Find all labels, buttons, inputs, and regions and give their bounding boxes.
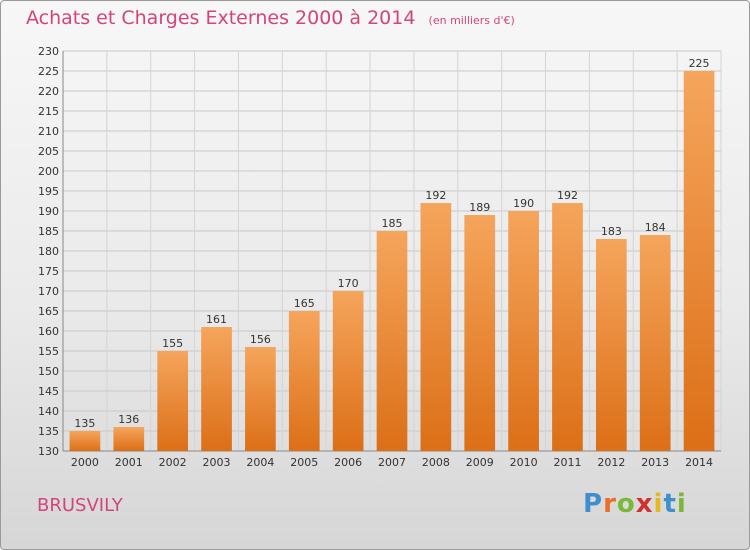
town-name: BRUSVILY [37,495,123,516]
data-label: 184 [645,221,666,234]
logo-letter: t [663,489,677,519]
data-label: 190 [513,197,534,210]
logo-letter: o [616,489,636,519]
logo-letter: P [583,489,604,519]
x-tick-label: 2013 [641,456,669,469]
data-label: 165 [294,297,315,310]
chart-title-block: Achats et Charges Externes 2000 à 2014 (… [26,7,515,29]
data-label: 189 [469,201,490,214]
x-tick-label: 2007 [378,456,406,469]
x-tick-label: 2004 [246,456,274,469]
y-tick-label: 155 [38,345,59,358]
bar-2011 [552,203,583,451]
y-tick-label: 170 [38,285,59,298]
label-layer: 130 135 140 145 150 155 160 165 170 175 180 185 190 1… [38,45,713,469]
bar-2014 [683,71,715,451]
bar-2008 [420,203,452,451]
logo-letter: x [635,489,654,519]
y-tick-label: 180 [38,245,59,258]
y-tick-label: 230 [38,45,59,58]
x-tick-label: 2010 [510,456,538,469]
x-tick-label: 2014 [685,456,713,469]
bar-2006 [332,291,364,451]
bar-2001 [113,427,145,451]
data-label: 161 [206,313,227,326]
y-tick-label: 150 [38,365,59,378]
logo-letter: i [653,489,664,519]
y-tick-label: 145 [38,385,59,398]
bar-2009 [464,215,496,451]
data-label: 185 [382,217,403,230]
data-label: 225 [689,57,710,70]
y-tick-label: 220 [38,85,59,98]
data-label: 183 [601,225,622,238]
x-tick-label: 2012 [597,456,625,469]
y-tick-label: 135 [38,425,59,438]
y-tick-label: 195 [38,185,59,198]
y-tick-label: 140 [38,405,59,418]
y-tick-label: 190 [38,205,59,218]
data-label: 155 [162,337,183,350]
data-label: 170 [338,277,359,290]
logo-letter: r [603,489,617,519]
y-tick-label: 165 [38,305,59,318]
data-label: 192 [557,189,578,202]
bar-2010 [508,211,539,451]
x-tick-label: 2011 [553,456,581,469]
x-tick-label: 2002 [159,456,187,469]
data-label: 136 [118,413,139,426]
y-tick-label: 225 [38,65,59,78]
bar-2003 [201,327,232,451]
y-tick-label: 175 [38,265,59,278]
data-label: 156 [250,333,271,346]
bar-2002 [157,351,189,451]
y-tick-label: 205 [38,145,59,158]
bar-layer [69,71,715,451]
chart-subtitle: (en milliers d'€) [428,14,515,27]
logo-letter: i [676,489,687,519]
y-tick-label: 185 [38,225,59,238]
bar-2007 [376,231,408,451]
x-tick-label: 2005 [290,456,318,469]
proxiti-logo: Proxiti [583,489,687,519]
x-tick-label: 2003 [203,456,231,469]
bar-2013 [639,235,671,451]
x-tick-label: 2009 [466,456,494,469]
y-tick-label: 210 [38,125,59,138]
bar-2005 [288,311,320,451]
y-tick-label: 160 [38,325,59,338]
bar-2000 [69,431,101,451]
y-tick-label: 215 [38,105,59,118]
y-tick-label: 130 [38,445,59,458]
data-label: 135 [74,417,95,430]
x-tick-label: 2001 [115,456,143,469]
x-tick-label: 2000 [71,456,99,469]
chart-title: Achats et Charges Externes 2000 à 2014 [26,7,416,29]
bar-2004 [245,347,276,451]
data-label: 192 [425,189,446,202]
y-tick-label: 200 [38,165,59,178]
x-tick-label: 2006 [334,456,362,469]
bar-2012 [595,239,627,451]
x-tick-label: 2008 [422,456,450,469]
